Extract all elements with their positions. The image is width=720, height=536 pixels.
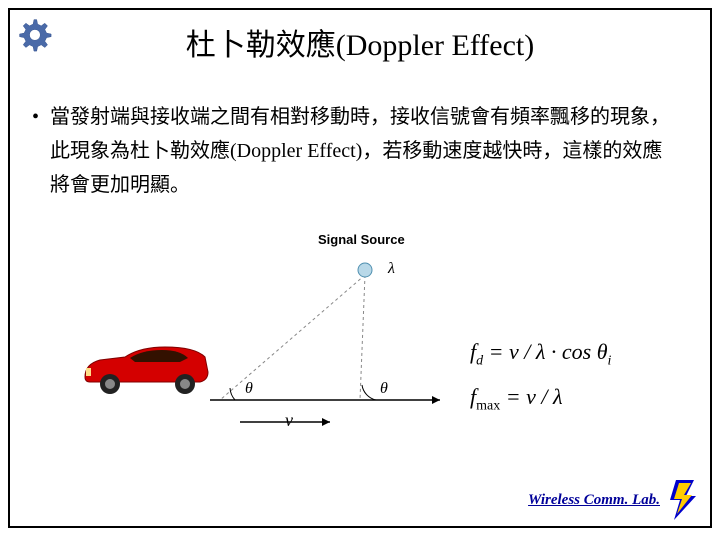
footer: Wireless Comm. Lab. <box>528 478 700 522</box>
bolt-icon <box>666 478 700 522</box>
slide-title: 杜卜勒效應(Doppler Effect) <box>0 20 720 64</box>
doppler-diagram: Signal Source λ θ θ v <box>70 230 460 430</box>
formula-block: fd = ν / λ · cos θi fmax = ν / λ <box>470 330 611 421</box>
lambda-label: λ <box>388 260 395 278</box>
bullet-text: 當發射端與接收端之間有相對移動時，接收信號會有頻率飄移的現象，此現象為杜卜勒效應… <box>50 100 680 202</box>
theta-label-2: θ <box>380 380 388 398</box>
formula-fmax: fmax = ν / λ <box>470 375 611 420</box>
formula-fd: fd = ν / λ · cos θi <box>470 330 611 375</box>
footer-text: Wireless Comm. Lab. <box>528 492 660 509</box>
theta-label-1: θ <box>245 380 253 398</box>
signal-source-label: Signal Source <box>318 232 405 247</box>
velocity-label: v <box>285 410 293 431</box>
